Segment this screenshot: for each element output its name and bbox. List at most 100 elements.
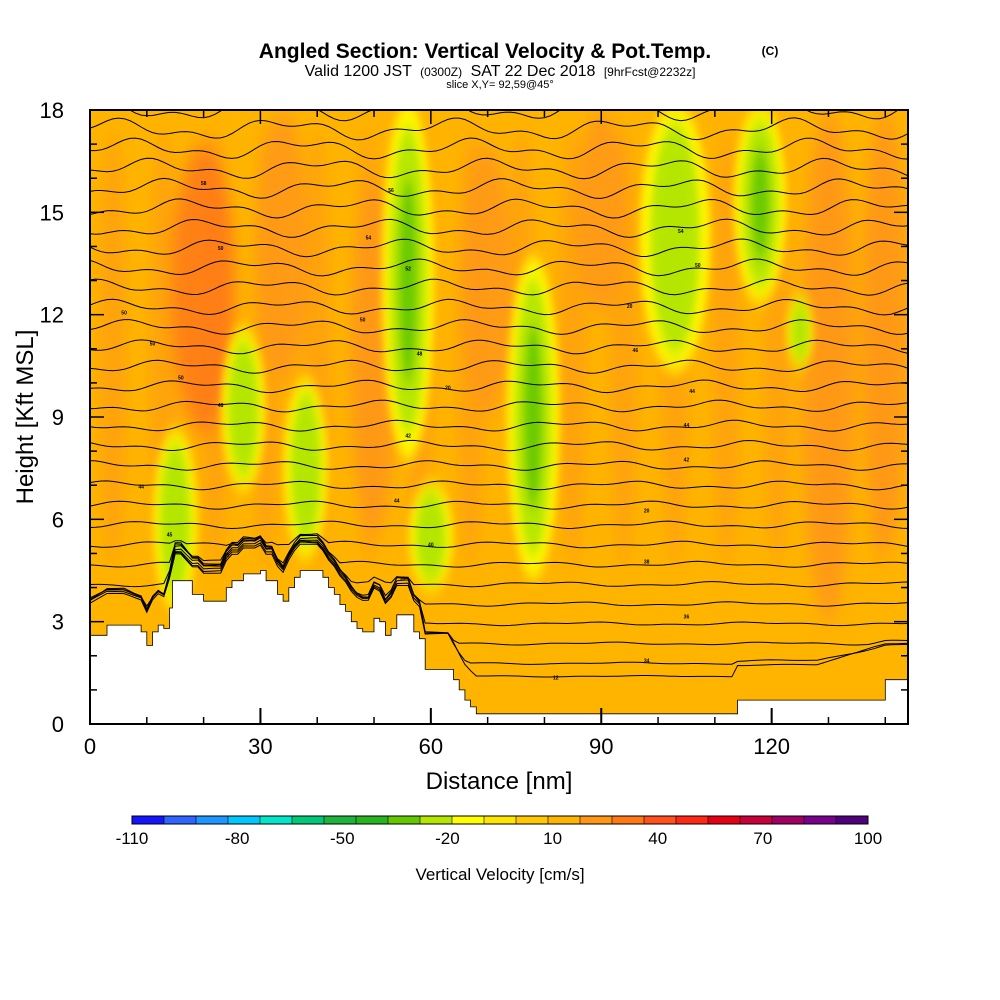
colorbar-tick-label: 10 [543,829,562,848]
y-tick-label: 12 [40,303,64,328]
x-tick-label: 120 [753,734,790,759]
isentrope-label: 54 [366,236,372,242]
isentrope-line [90,278,908,296]
isentrope-line [90,117,908,141]
updraft-band-core [167,468,184,571]
y-tick-label: 6 [52,507,64,532]
plot-area: 58 56 54 50 54 52 50 50 50 20 50 48 46 50 20 44 48 44 42 42… [40,98,909,759]
isentrope-label: 54 [678,229,684,235]
downdraft-band [259,110,307,383]
isentrope-label: 20 [445,386,451,392]
y-axis-label: Height [Kft MSL] [12,330,39,505]
isentrope-line [90,500,908,510]
x-tick-label: 90 [589,734,613,759]
colorbar-swatch [388,816,421,824]
colorbar-swatch [484,816,517,824]
isentrope-line [90,535,908,608]
isentrope-label: 40 [224,553,230,559]
isentrope-label: 10 [400,577,406,583]
colorbar-swatch [676,816,709,824]
isentrope-line [90,534,908,568]
terrain-profile [90,570,908,724]
colorbar-tick-label: -80 [225,829,250,848]
colorbar-swatch [516,816,549,824]
isentrope-line [90,536,908,627]
isentrope-line [90,439,908,452]
colorbar-swatch [228,816,261,824]
isentrope-line [90,198,908,219]
isentrope-line [90,419,908,432]
isentrope-label: 50 [695,263,701,269]
subtitle-slice: slice X,Y= 92,59@45° [446,79,554,91]
downdraft-band [800,110,857,622]
y-tick-label: 9 [52,405,64,430]
colorbar-swatch [548,816,581,824]
colorbar-tick-label: -20 [435,829,460,848]
isentrope-label: 36 [684,614,690,620]
colorbar-swatch [772,816,805,824]
subtitle-date: SAT 22 Dec 2018 [471,63,596,80]
isentrope-label: 42 [405,433,411,439]
isentrope-label: 20 [644,509,650,515]
x-tick-label: 0 [84,734,96,759]
y-tick-label: 18 [40,98,64,123]
colorbar-swatch [644,816,677,824]
isentrope-label: 56 [388,188,394,194]
isentrope-line [90,520,908,530]
isentrope-line [90,539,908,646]
colorbar-swatch [132,816,165,824]
isentrope-line [90,379,908,394]
colorbar-swatch [836,816,869,824]
isentrope-line [128,110,900,122]
isentrope-label: 52 [405,266,411,272]
isentrope-line [90,480,908,491]
isentrope-label: 48 [218,403,224,409]
updraft-band-core [235,362,252,455]
isentrope-label: 44 [138,485,144,491]
isentrope-line [90,543,908,678]
subtitle-zulu: (0300Z) [420,65,462,79]
x-axis-label: Distance [nm] [426,768,573,795]
colorbar-swatch [708,816,741,824]
colorbar-swatch [740,816,773,824]
colorbar-swatch [164,816,197,824]
title-unit: (C) [762,44,779,58]
updraft-band-core [795,311,805,353]
isentrope-line [90,533,908,549]
updraft-band-core [398,178,418,383]
colorbar-swatch [324,816,357,824]
updraft-band-core [523,324,543,510]
y-tick-label: 15 [40,200,64,225]
colorbar-swatch [420,816,453,824]
colorbar-tick-label: 70 [753,829,772,848]
isentrope-label: 45 [167,532,173,538]
colorbar-title: Vertical Velocity [cm/s] [415,865,584,884]
subtitle-line: Valid 1200 JST (0300Z) SAT 22 Dec 2018 [… [305,63,696,80]
isentrope-label: 46 [633,348,639,354]
isentrope-contours [90,110,908,678]
updraft-band-core [423,505,439,568]
isentrope-label: 44 [689,389,695,395]
downdraft-band [577,110,626,315]
updraft-band-core [298,417,314,520]
colorbar-swatch [580,816,613,824]
subtitle-valid: Valid 1200 JST [305,63,413,80]
colorbar-swatch [804,816,837,824]
isentrope-line [90,258,908,277]
downdraft-band [463,144,512,418]
isentrope-label: 44 [394,498,400,504]
field-texture-column [98,128,127,569]
updraft-band-core [750,147,770,261]
contour-labels: 58 56 54 50 54 52 50 50 50 20 50 48 46 50 20 44 48 44 42 42… [121,181,701,682]
isentrope-line [90,319,908,335]
colorbar-swatch [196,816,229,824]
isentrope-label: 40 [428,543,434,549]
colorbar-swatch [452,816,485,824]
isentrope-line [90,359,908,374]
isentrope-line [90,399,908,413]
isentrope-label: 58 [201,181,207,187]
isentrope-label: 50 [360,317,366,323]
isentrope-label: 42 [684,457,690,463]
isentrope-label: 20 [627,304,633,310]
